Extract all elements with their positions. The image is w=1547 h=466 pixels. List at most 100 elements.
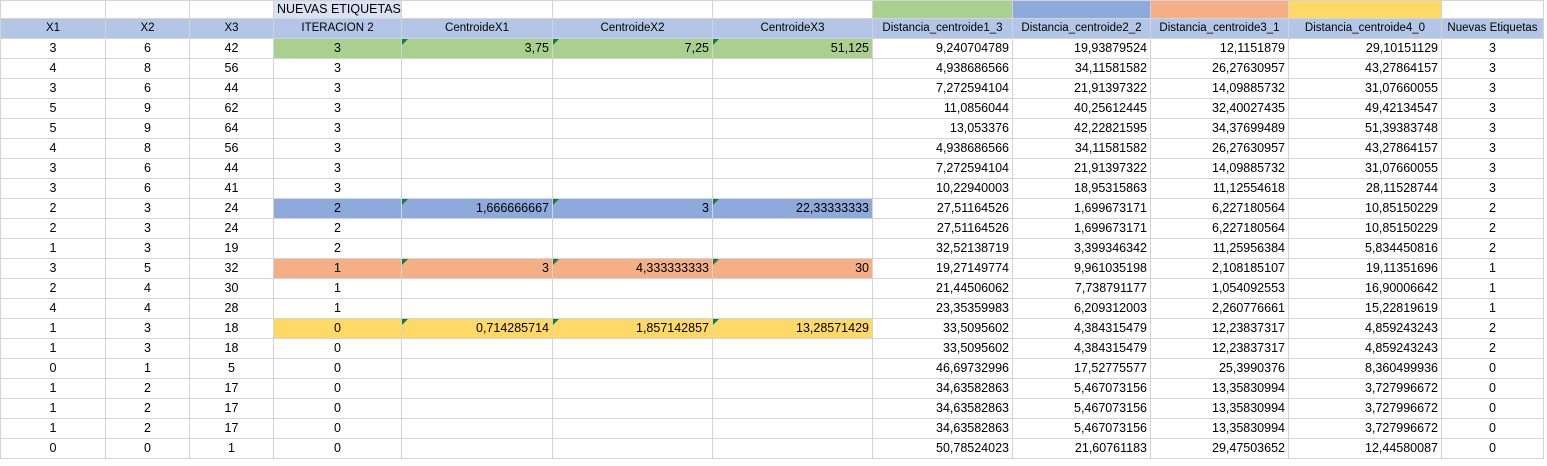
data-cell[interactable]: 4,384315479: [1012, 338, 1151, 359]
data-cell[interactable]: 3: [105, 238, 190, 259]
data-cell[interactable]: [401, 58, 553, 79]
data-cell[interactable]: 2: [273, 218, 402, 239]
data-cell[interactable]: 33,5095602: [872, 318, 1013, 339]
data-cell[interactable]: 24: [189, 198, 274, 219]
cell[interactable]: [0, 0, 106, 19]
data-cell[interactable]: 6,209312003: [1012, 298, 1151, 319]
data-cell[interactable]: [552, 158, 713, 179]
data-cell[interactable]: [712, 418, 873, 439]
data-cell[interactable]: 1: [0, 238, 106, 259]
data-cell[interactable]: 1: [0, 398, 106, 419]
data-cell[interactable]: [552, 178, 713, 199]
title-cell[interactable]: NUEVAS ETIQUETAS: [273, 0, 402, 19]
data-cell[interactable]: 2: [273, 238, 402, 259]
data-cell[interactable]: 2: [1441, 198, 1544, 219]
data-cell[interactable]: [712, 78, 873, 99]
data-cell[interactable]: 9,240704789: [872, 38, 1013, 59]
data-cell[interactable]: 12,44580087: [1288, 438, 1442, 459]
data-cell[interactable]: 12,1151879: [1150, 38, 1289, 59]
data-cell[interactable]: [552, 338, 713, 359]
data-cell[interactable]: 17: [189, 378, 274, 399]
data-cell[interactable]: [712, 138, 873, 159]
data-cell[interactable]: 14,09885732: [1150, 78, 1289, 99]
data-cell[interactable]: 3: [273, 38, 402, 59]
data-cell[interactable]: 34,63582863: [872, 418, 1013, 439]
column-header-distancia-3[interactable]: Distancia_centroide3_1: [1150, 18, 1289, 39]
data-cell[interactable]: 17,52775577: [1012, 358, 1151, 379]
data-cell[interactable]: 9: [105, 98, 190, 119]
data-cell[interactable]: 3: [1441, 78, 1544, 99]
data-cell[interactable]: [712, 378, 873, 399]
data-cell[interactable]: 23,35359983: [872, 298, 1013, 319]
data-cell[interactable]: [552, 98, 713, 119]
data-cell[interactable]: 34,37699489: [1150, 118, 1289, 139]
data-cell[interactable]: 13,28571429: [712, 318, 873, 339]
data-cell[interactable]: 0: [273, 398, 402, 419]
color-bar-blue[interactable]: [1012, 0, 1151, 19]
data-cell[interactable]: 3: [1441, 158, 1544, 179]
data-cell[interactable]: 3: [273, 58, 402, 79]
data-cell[interactable]: 13,35830994: [1150, 378, 1289, 399]
data-cell[interactable]: [712, 98, 873, 119]
data-cell[interactable]: [712, 438, 873, 459]
data-cell[interactable]: 0: [273, 358, 402, 379]
data-cell[interactable]: 3: [1441, 178, 1544, 199]
data-cell[interactable]: 44: [189, 78, 274, 99]
data-cell[interactable]: 1: [189, 438, 274, 459]
data-cell[interactable]: 21,91397322: [1012, 158, 1151, 179]
data-cell[interactable]: 1,054092553: [1150, 278, 1289, 299]
data-cell[interactable]: 6,227180564: [1150, 218, 1289, 239]
data-cell[interactable]: 46,69732996: [872, 358, 1013, 379]
data-cell[interactable]: 21,60761183: [1012, 438, 1151, 459]
data-cell[interactable]: 24: [189, 218, 274, 239]
data-cell[interactable]: 4: [0, 58, 106, 79]
column-header-x3[interactable]: X3: [189, 18, 274, 39]
data-cell[interactable]: [552, 398, 713, 419]
column-header-centroidex1[interactable]: CentroideX1: [401, 18, 553, 39]
color-bar-yellow[interactable]: [1288, 0, 1442, 19]
data-cell[interactable]: 3: [1441, 58, 1544, 79]
data-cell[interactable]: 0: [1441, 358, 1544, 379]
data-cell[interactable]: 6: [105, 38, 190, 59]
data-cell[interactable]: 9,961035198: [1012, 258, 1151, 279]
data-cell[interactable]: 8,360499936: [1288, 358, 1442, 379]
data-cell[interactable]: 3,399346342: [1012, 238, 1151, 259]
cell[interactable]: [712, 0, 873, 19]
data-cell[interactable]: 43,27864157: [1288, 58, 1442, 79]
data-cell[interactable]: 5,467073156: [1012, 398, 1151, 419]
data-cell[interactable]: [552, 298, 713, 319]
data-cell[interactable]: 28,11528744: [1288, 178, 1442, 199]
data-cell[interactable]: [552, 78, 713, 99]
data-cell[interactable]: 13,35830994: [1150, 418, 1289, 439]
data-cell[interactable]: 3: [1441, 138, 1544, 159]
data-cell[interactable]: 3: [273, 178, 402, 199]
data-cell[interactable]: 26,27630957: [1150, 58, 1289, 79]
data-cell[interactable]: 16,90006642: [1288, 278, 1442, 299]
data-cell[interactable]: 34,11581582: [1012, 138, 1151, 159]
data-cell[interactable]: 5: [0, 118, 106, 139]
column-header-centroidex3[interactable]: CentroideX3: [712, 18, 873, 39]
data-cell[interactable]: 13,053376: [872, 118, 1013, 139]
cell[interactable]: [552, 0, 713, 19]
data-cell[interactable]: 7,738791177: [1012, 278, 1151, 299]
data-cell[interactable]: 4,859243243: [1288, 318, 1442, 339]
data-cell[interactable]: [712, 158, 873, 179]
data-cell[interactable]: 3: [1441, 118, 1544, 139]
data-cell[interactable]: 49,42134547: [1288, 98, 1442, 119]
data-cell[interactable]: 0: [1441, 378, 1544, 399]
data-cell[interactable]: 2: [1441, 238, 1544, 259]
data-cell[interactable]: 2: [1441, 338, 1544, 359]
data-cell[interactable]: 4,859243243: [1288, 338, 1442, 359]
data-cell[interactable]: 10,85150229: [1288, 218, 1442, 239]
data-cell[interactable]: 0: [273, 418, 402, 439]
data-cell[interactable]: 11,25956384: [1150, 238, 1289, 259]
data-cell[interactable]: 0: [1441, 438, 1544, 459]
data-cell[interactable]: 4,938686566: [872, 58, 1013, 79]
data-cell[interactable]: 43,27864157: [1288, 138, 1442, 159]
data-cell[interactable]: 1,699673171: [1012, 218, 1151, 239]
data-cell[interactable]: 32,40027435: [1150, 98, 1289, 119]
data-cell[interactable]: 7,272594104: [872, 78, 1013, 99]
data-cell[interactable]: 1,857142857: [552, 318, 713, 339]
column-header-distancia-4[interactable]: Distancia_centroide4_0: [1288, 18, 1442, 39]
